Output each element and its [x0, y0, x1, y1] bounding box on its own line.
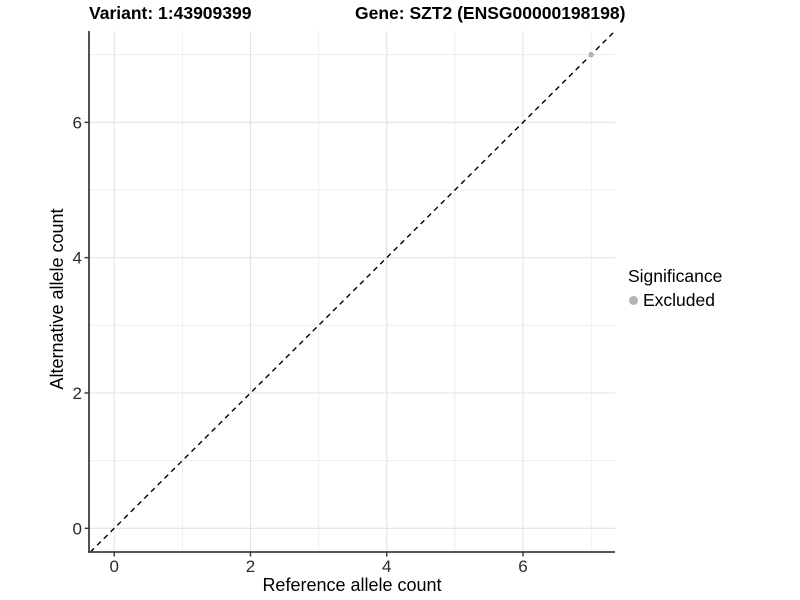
- y-tick-label: 2: [73, 384, 82, 403]
- x-tick-label: 2: [246, 557, 255, 576]
- x-tick-label: 0: [109, 557, 118, 576]
- plot-title-gene: Gene: SZT2 (ENSG00000198198): [355, 3, 626, 23]
- legend-title: Significance: [628, 266, 723, 286]
- x-tick-label: 6: [518, 557, 527, 576]
- legend-key: [626, 295, 640, 305]
- identity-reference-line: [89, 30, 616, 553]
- legend-item-excluded: Excluded: [626, 290, 722, 310]
- legend-item-label: Excluded: [643, 290, 715, 310]
- y-tick-label: 6: [73, 113, 82, 132]
- legend: Significance Excluded: [626, 266, 722, 310]
- legend-dot-excluded-icon: [628, 295, 638, 305]
- data-point-excluded: [588, 51, 594, 58]
- y-tick-label: 4: [73, 249, 82, 268]
- x-axis-label: Reference allele count: [262, 575, 442, 595]
- y-tick-label: 0: [73, 519, 82, 538]
- x-tick-label: 4: [382, 557, 391, 576]
- plot-title-variant: Variant: 1:43909399: [89, 3, 252, 23]
